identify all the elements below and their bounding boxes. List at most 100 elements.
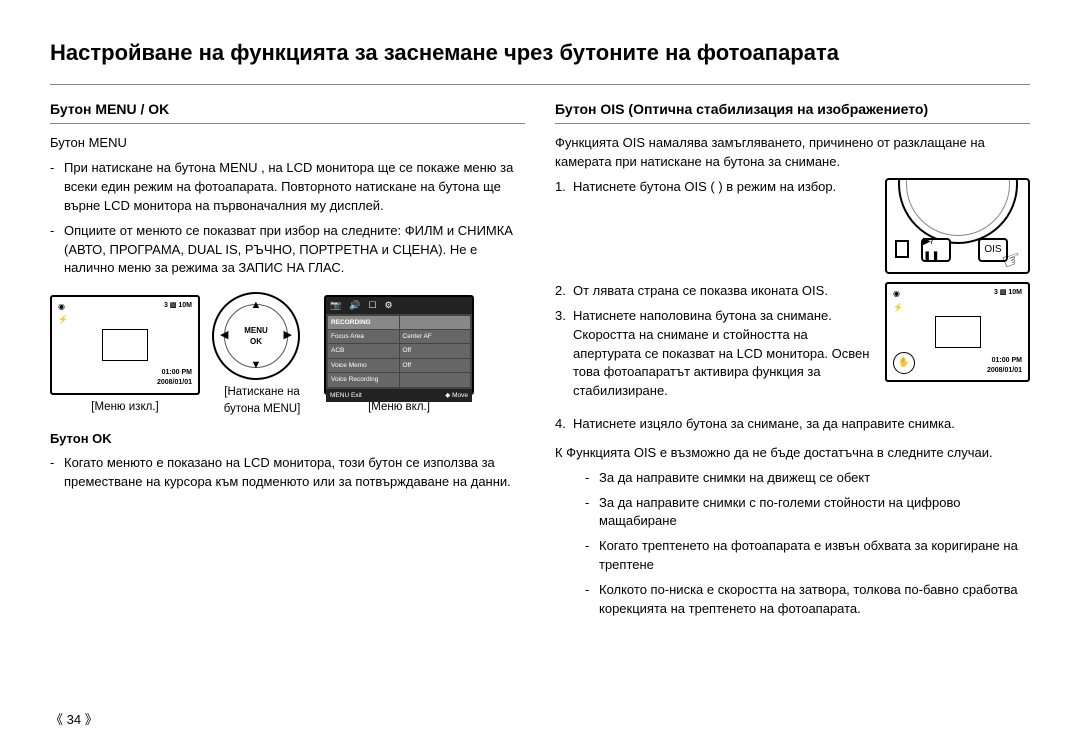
title-divider: [50, 84, 1030, 85]
menu-left-col: RECORDING Focus Area ACB Voice Memo Voic…: [328, 316, 399, 387]
tab-display-icon: ☐: [368, 299, 376, 312]
camera-icon: ◉: [893, 288, 903, 300]
menu-header: RECORDING: [328, 316, 399, 329]
dash-icon: -: [585, 469, 599, 488]
note-sub-4: - Колкото по-ниска е скоростта на затвор…: [585, 581, 1030, 619]
note-sub-3-text: Когато трептенето на фотоапарата е извън…: [599, 537, 1030, 575]
menu-value: Off: [400, 344, 471, 357]
right-section-title: Бутон OIS (Оптична стабилизация на изобр…: [555, 99, 1030, 124]
dash-icon: -: [50, 222, 64, 279]
note-sub-4-text: Колкото по-ниска е скоростта на затвора,…: [599, 581, 1030, 619]
right-num-2-text: От лявата страна се показва иконата OIS.: [573, 282, 828, 301]
dial-menu-label: MENU: [244, 325, 268, 337]
note-heading: К Функцията OIS е възможно да не бъде до…: [555, 444, 1030, 463]
menu-header-blank: [400, 316, 471, 329]
menu-value: Center AF: [400, 330, 471, 343]
sd-slot-icon: [895, 240, 909, 258]
fig-menu-off: ◉ ⚡ 3 ▧ 10M 01:00 PM 2008/01/01 [Меню из…: [50, 295, 200, 416]
lcd-screen-off: ◉ ⚡ 3 ▧ 10M 01:00 PM 2008/01/01: [50, 295, 200, 395]
lcd-time: 01:00 PM: [157, 368, 192, 378]
lcd-date: 2008/01/01: [987, 366, 1022, 376]
num-marker: 2.: [555, 282, 573, 301]
dial-right-icon: ▶: [284, 328, 292, 344]
lcd-resolution: 10M: [1008, 289, 1022, 296]
right-num-3: 3. Натиснете наполовина бутона за сниман…: [555, 307, 875, 401]
lcd-shot-count: 3: [994, 289, 998, 296]
lcd-ois-figure: ◉ ⚡ 3 ▧ 10M ✋ 01:00 PM 2008/01/01: [885, 282, 1030, 407]
left-bullet-2-text: Опциите от менюто се показват при избор …: [64, 222, 525, 279]
dial-down-icon: ▼: [251, 358, 262, 374]
left-bullet-2: - Опциите от менюто се показват при избо…: [50, 222, 525, 279]
caption-menu-off: [Меню изкл.]: [50, 399, 200, 416]
dial-ok-label: OK: [250, 336, 262, 348]
focus-box-icon: [935, 316, 981, 348]
lcd-mode-icons: ◉ ⚡: [58, 301, 68, 326]
right-num-1: 1. Натиснете бутона OIS ( ) в режим на и…: [555, 178, 875, 197]
page-title: Настройване на функцията за заснемане чр…: [50, 40, 1030, 66]
flash-icon: ⚡: [893, 302, 903, 314]
left-bullet-1-text: При натискане на бутона MENU , на LCD мо…: [64, 159, 525, 216]
lcd-screen-ois: ◉ ⚡ 3 ▧ 10M ✋ 01:00 PM 2008/01/01: [885, 282, 1030, 382]
right-block-2: 2. От лявата страна се показва иконата O…: [555, 282, 1030, 407]
menu-item: Focus Area: [328, 330, 399, 343]
fig-menu-on: 📷 🔊 ☐ ⚙ RECORDING Focus Area ACB Voice M…: [324, 295, 474, 416]
tab-camera-icon: 📷: [330, 299, 341, 312]
menu-move-label: ◆ Move: [445, 391, 468, 400]
content-columns: Бутон MENU / OK Бутон MENU - При натиска…: [50, 99, 1030, 625]
right-num-4-text: Натиснете изцяло бутона за снимане, за д…: [573, 415, 955, 434]
finger-pointer-icon: ☞: [997, 242, 1026, 274]
dash-icon: -: [585, 581, 599, 619]
lcd-shot-count: 3: [164, 302, 168, 309]
left-bullet-1: - При натискане на бутона MENU , на LCD …: [50, 159, 525, 216]
dash-icon: -: [585, 537, 599, 575]
menu-subhead: Бутон MENU: [50, 134, 525, 153]
left-column: Бутон MENU / OK Бутон MENU - При натиска…: [50, 99, 525, 625]
lcd-datetime: 01:00 PM 2008/01/01: [157, 368, 192, 388]
right-num-3-text: Натиснете наполовина бутона за снимане. …: [573, 307, 875, 401]
fig-dial: ▲ ▼ ◀ ▶ MENU OK [Натискане на бутона MEN…: [212, 292, 312, 417]
caption-dial: [Натискане на бутона MENU]: [212, 384, 312, 417]
tab-sound-icon: 🔊: [349, 299, 360, 312]
right-num-4: 4. Натиснете изцяло бутона за снимане, з…: [555, 415, 1030, 434]
menu-right-col: Center AF Off Off: [400, 316, 471, 387]
menu-footer: MENU Exit ◆ Move: [326, 389, 472, 402]
menu-ok-dial: ▲ ▼ ◀ ▶ MENU OK: [212, 292, 300, 380]
tab-setup-icon: ⚙: [385, 299, 393, 312]
menu-body: RECORDING Focus Area ACB Voice Memo Voic…: [326, 314, 472, 389]
dial-up-icon: ▲: [251, 298, 262, 314]
page-number: 《 34 》: [50, 709, 98, 728]
camera-body-figure: ▶/❚❚ OIS ☞: [885, 178, 1030, 274]
right-column: Бутон OIS (Оптична стабилизация на изобр…: [555, 99, 1030, 625]
menu-value: Off: [400, 359, 471, 372]
figure-row: ◉ ⚡ 3 ▧ 10M 01:00 PM 2008/01/01 [Меню из…: [50, 292, 525, 417]
lcd-resolution: 10M: [178, 302, 192, 309]
dash-icon: -: [50, 454, 64, 492]
menu-value-blank: [400, 373, 471, 386]
ois-indicator-icon: ✋: [893, 352, 915, 374]
lcd-date: 2008/01/01: [157, 378, 192, 388]
right-num-2: 2. От лявата страна се показва иконата O…: [555, 282, 875, 301]
note-sub-2: - За да направите снимки с по-големи сто…: [585, 494, 1030, 532]
note-sub-3: - Когато трептенето на фотоапарата е изв…: [585, 537, 1030, 575]
lcd-mode-icons: ◉ ⚡: [893, 288, 903, 313]
num-marker: 4.: [555, 415, 573, 434]
dash-icon: -: [585, 494, 599, 532]
menu-tabs: 📷 🔊 ☐ ⚙: [326, 297, 472, 314]
lcd-screen-menu: 📷 🔊 ☐ ⚙ RECORDING Focus Area ACB Voice M…: [324, 295, 474, 395]
right-num-1-text: Натиснете бутона OIS ( ) в режим на избо…: [573, 178, 836, 197]
left-ok-bullet: - Когато менюто е показано на LCD монито…: [50, 454, 525, 492]
play-pause-button[interactable]: ▶/❚❚: [921, 238, 951, 262]
note-sub-1-text: За да направите снимки на движещ се обек…: [599, 469, 870, 488]
note-sub-1: - За да направите снимки на движещ се об…: [585, 469, 1030, 488]
menu-item: Voice Memo: [328, 359, 399, 372]
lcd-top-status: 3 ▧ 10M: [994, 288, 1022, 298]
camera-body: ▶/❚❚ OIS ☞: [885, 178, 1030, 274]
right-intro: Функцията OIS намалява замъгляването, пр…: [555, 134, 1030, 172]
num-marker: 3.: [555, 307, 573, 401]
flash-icon: ⚡: [58, 314, 68, 326]
right-block-1: 1. Натиснете бутона OIS ( ) в режим на и…: [555, 178, 1030, 274]
camera-icon: ◉: [58, 301, 68, 313]
left-section-title: Бутон MENU / OK: [50, 99, 525, 124]
lcd-datetime: 01:00 PM 2008/01/01: [987, 356, 1022, 376]
lcd-time: 01:00 PM: [987, 356, 1022, 366]
